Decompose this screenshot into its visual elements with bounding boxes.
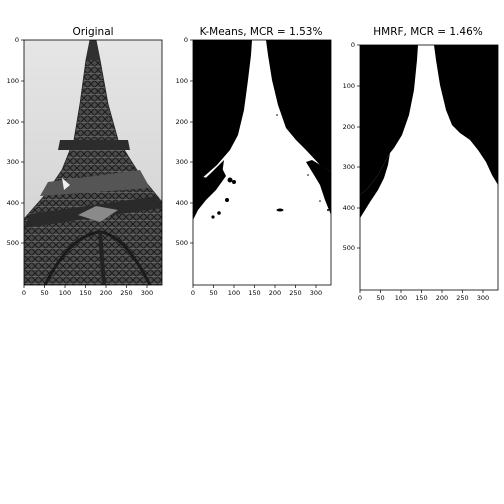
panel-title: Original [72, 26, 113, 38]
x-tick-label: 250 [456, 294, 468, 302]
x-tick-label: 200 [100, 289, 112, 297]
y-tick-label: 300 [343, 163, 355, 171]
x-tick-label: 150 [79, 289, 91, 297]
panel-title: K-Means, MCR = 1.53% [200, 26, 323, 38]
y-tick-label: 200 [343, 123, 355, 131]
y-tick-label: 100 [343, 82, 355, 90]
x-tick-label: 200 [269, 289, 281, 297]
x-tick-label: 100 [59, 289, 71, 297]
tower-photo [24, 40, 162, 285]
y-tick-label: 0 [351, 41, 355, 49]
y-tick-label: 400 [7, 199, 19, 207]
y-tick-label: 500 [176, 239, 188, 247]
x-tick-label: 200 [436, 294, 448, 302]
axes-frame [23, 39, 163, 286]
axes-frame [359, 44, 499, 291]
panel-hmrf: HMRF, MCR = 1.46% 0 50 100 150 200 250 [343, 26, 499, 302]
x-tick-label: 300 [310, 289, 322, 297]
y-tick-label: 100 [176, 77, 188, 85]
y-tick-label: 100 [7, 77, 19, 85]
x-ticks: 0 50 100 150 200 250 300 [191, 285, 322, 297]
y-tick-label: 300 [7, 158, 19, 166]
x-tick-label: 100 [395, 294, 407, 302]
x-ticks: 0 50 100 150 200 250 300 [22, 285, 153, 297]
x-tick-label: 0 [358, 294, 362, 302]
x-tick-label: 50 [376, 294, 384, 302]
axes-frame [192, 39, 332, 286]
x-tick-label: 50 [209, 289, 217, 297]
y-tick-label: 0 [15, 36, 19, 44]
y-tick-label: 200 [7, 118, 19, 126]
y-tick-label: 500 [343, 244, 355, 252]
x-tick-label: 150 [248, 289, 260, 297]
x-tick-label: 250 [289, 289, 301, 297]
x-tick-label: 100 [228, 289, 240, 297]
x-tick-label: 250 [120, 289, 132, 297]
panel-kmeans: K-Means, MCR = 1.53% [176, 26, 332, 297]
y-tick-label: 300 [176, 158, 188, 166]
y-tick-label: 400 [343, 204, 355, 212]
x-tick-label: 300 [477, 294, 489, 302]
hmrf-mask [360, 45, 498, 290]
y-ticks: 0 100 200 300 400 500 [343, 41, 360, 252]
x-tick-label: 150 [415, 294, 427, 302]
y-tick-label: 400 [176, 199, 188, 207]
panel-original: Original 0 5 [7, 26, 163, 297]
x-tick-label: 0 [191, 289, 195, 297]
x-tick-label: 0 [22, 289, 26, 297]
x-ticks: 0 50 100 150 200 250 300 [358, 290, 489, 302]
y-ticks: 0 100 200 300 400 500 [176, 36, 193, 247]
y-tick-label: 0 [184, 36, 188, 44]
kmeans-mask [193, 40, 331, 285]
x-tick-label: 50 [40, 289, 48, 297]
panel-title: HMRF, MCR = 1.46% [373, 26, 483, 38]
y-tick-label: 500 [7, 239, 19, 247]
x-tick-label: 300 [141, 289, 153, 297]
y-tick-label: 200 [176, 118, 188, 126]
y-ticks: 0 100 200 300 400 500 [7, 36, 24, 247]
